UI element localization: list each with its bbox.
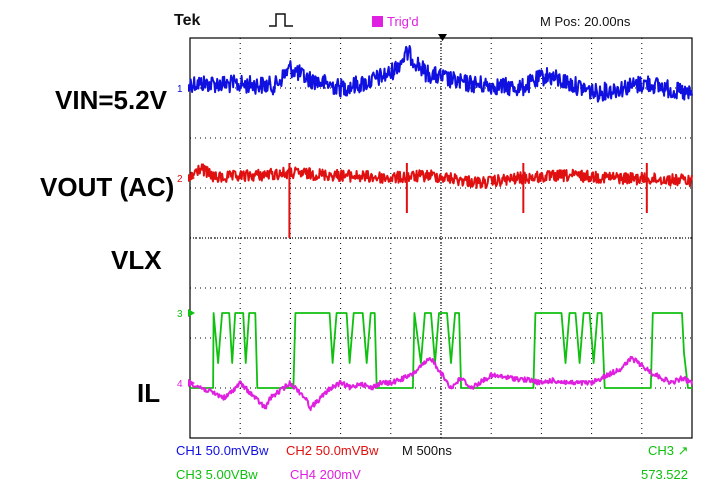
channel-number-ch2: 2	[177, 174, 183, 185]
channel-marker-ch2	[188, 174, 195, 182]
brand-label: Tek	[174, 12, 201, 29]
trace-ch1	[189, 45, 693, 103]
channel-marker-ch3	[188, 309, 195, 317]
ch4-settings: CH4 200mV	[290, 467, 361, 482]
ch3-settings: CH3 5.00VBw	[176, 467, 258, 482]
channel-marker-ch4	[188, 379, 195, 387]
trigger-frequency: 573.522	[641, 467, 688, 482]
traces	[189, 45, 693, 412]
label-vlx: VLX	[111, 245, 162, 275]
channel-marker-ch1	[188, 84, 195, 92]
trigger-position-marker	[438, 34, 447, 41]
m-pos-readout: M Pos: 20.00ns	[540, 14, 631, 29]
label-vout: VOUT (AC)	[40, 172, 175, 202]
trace-ch4	[189, 355, 693, 412]
trace-ch3	[190, 312, 692, 389]
timebase-readout: M 500ns	[402, 443, 452, 458]
label-vin: VIN=5.2V	[55, 85, 168, 115]
label-il: IL	[137, 378, 161, 408]
trigger-source: CH3 ↗	[648, 443, 689, 458]
channel-number-ch1: 1	[177, 84, 183, 95]
trigger-status-text: Trig'd	[387, 14, 419, 29]
channel-number-ch3: 3	[177, 309, 183, 320]
ch1-settings: CH1 50.0mVBw	[176, 443, 269, 458]
ch2-settings: CH2 50.0mVBw	[286, 443, 379, 458]
trigger-status-icon	[372, 16, 383, 27]
trigger-type-icon	[269, 13, 293, 27]
trace-ch2	[189, 163, 693, 189]
trigger-status: Trig'd	[372, 14, 419, 29]
channel-number-ch4: 4	[177, 379, 183, 390]
channel-markers: 1 2 3 4	[177, 84, 195, 390]
